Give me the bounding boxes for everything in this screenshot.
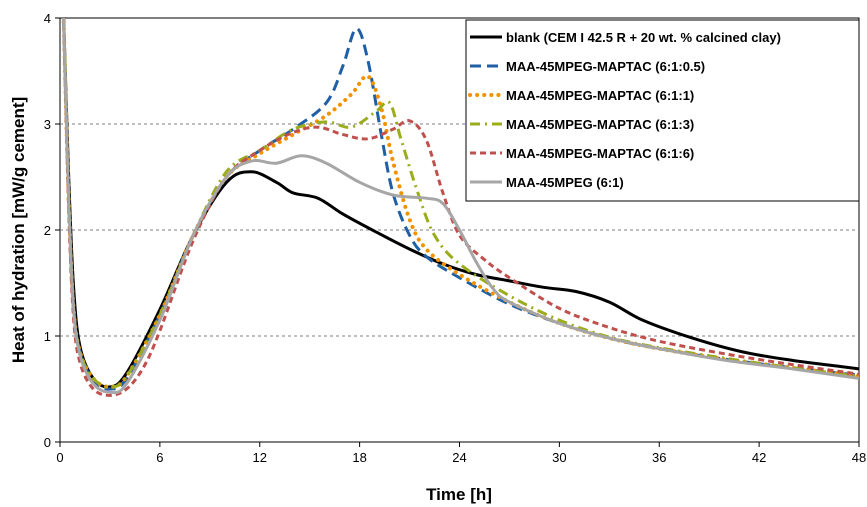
legend-label-2: MAA-45MPEG-MAPTAC (6:1:0.5) — [506, 59, 705, 74]
y-axis-title: Heat of hydration [mW/g cement] — [9, 97, 28, 363]
y-tick-label: 2 — [44, 223, 51, 238]
legend: blank (CEM I 42.5 R + 20 wt. % calcined … — [465, 19, 860, 202]
y-tick-label: 4 — [44, 11, 51, 26]
series-line-6 — [62, 18, 859, 395]
legend-label-3: MAA-45MPEG-MAPTAC (6:1:1) — [506, 88, 694, 103]
series-line-4 — [62, 18, 859, 389]
gridlines — [60, 123, 859, 337]
x-tick-label: 36 — [652, 450, 666, 465]
series-line-5 — [62, 18, 859, 397]
x-tick-label: 18 — [352, 450, 366, 465]
x-tick-label: 6 — [156, 450, 163, 465]
series-lines — [61, 18, 859, 397]
y-tick-label: 0 — [44, 435, 51, 450]
x-axis-ticks: 0 6 12 18 24 30 36 42 48 — [56, 442, 866, 465]
y-tick-label: 3 — [44, 117, 51, 132]
x-tick-label: 0 — [56, 450, 63, 465]
legend-label-1: blank (CEM I 42.5 R + 20 wt. % calcined … — [506, 30, 781, 45]
y-axis-ticks: 0 1 2 3 4 — [44, 11, 60, 450]
legend-box — [465, 19, 860, 202]
x-tick-label: 42 — [752, 450, 766, 465]
x-tick-label: 48 — [852, 450, 866, 465]
legend-label-5: MAA-45MPEG-MAPTAC (6:1:6) — [506, 146, 694, 161]
x-axis-title: Time [h] — [426, 485, 492, 504]
legend-label-4: MAA-45MPEG-MAPTAC (6:1:3) — [506, 117, 694, 132]
y-tick-label: 1 — [44, 329, 51, 344]
x-tick-label: 30 — [552, 450, 566, 465]
x-tick-label: 12 — [253, 450, 267, 465]
legend-label-6: MAA-45MPEG (6:1) — [506, 175, 624, 190]
x-tick-label: 24 — [452, 450, 466, 465]
